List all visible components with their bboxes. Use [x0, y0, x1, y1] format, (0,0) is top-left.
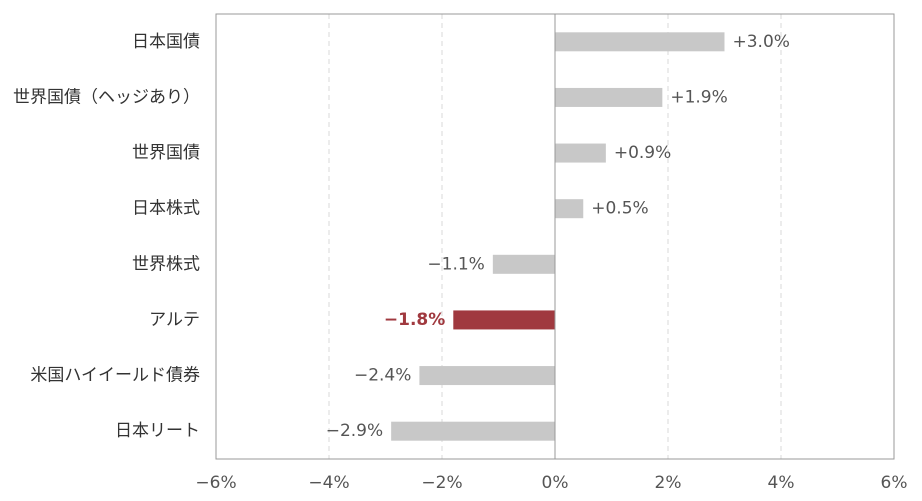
category-label: 日本国債: [132, 32, 200, 52]
bar: [555, 87, 663, 107]
bar: [391, 421, 555, 441]
x-tick-label: 0%: [542, 473, 569, 493]
category-label: 世界国債: [132, 143, 200, 163]
category-label: 米国ハイイールド債券: [30, 366, 200, 386]
data-label: −1.1%: [427, 254, 484, 274]
bar: [555, 143, 606, 163]
x-tick-label: −6%: [195, 473, 236, 493]
category-label: 世界国債（ヘッジあり）: [13, 87, 200, 107]
data-label: −1.8%: [384, 310, 445, 330]
bar: [453, 310, 555, 330]
x-tick-label: 2%: [655, 473, 682, 493]
category-label: 世界株式: [132, 254, 200, 274]
bar: [555, 199, 584, 219]
category-label: アルテ: [149, 310, 200, 330]
data-label: +3.0%: [733, 32, 790, 52]
x-tick-label: 6%: [881, 473, 908, 493]
bar: [419, 366, 555, 386]
bar: [555, 32, 725, 52]
x-tick-label: −2%: [421, 473, 462, 493]
x-tick-label: −4%: [308, 473, 349, 493]
data-label: −2.9%: [326, 421, 383, 441]
bar: [492, 254, 555, 274]
data-label: +0.9%: [614, 143, 671, 163]
category-label: 日本株式: [132, 199, 200, 219]
x-tick-label: 4%: [768, 473, 795, 493]
data-label: +0.5%: [591, 199, 648, 219]
bars: [391, 32, 725, 441]
data-label: −2.4%: [354, 366, 411, 386]
category-label: 日本リート: [115, 421, 200, 441]
data-labels: +3.0% +1.9% +0.9% +0.5% −1.1% −1.8% −2.4% −2.9%: [326, 32, 790, 441]
data-label: +1.9%: [670, 87, 727, 107]
x-tick-labels: −6% −4% −2% 0% 2% 4% 6%: [195, 473, 907, 493]
